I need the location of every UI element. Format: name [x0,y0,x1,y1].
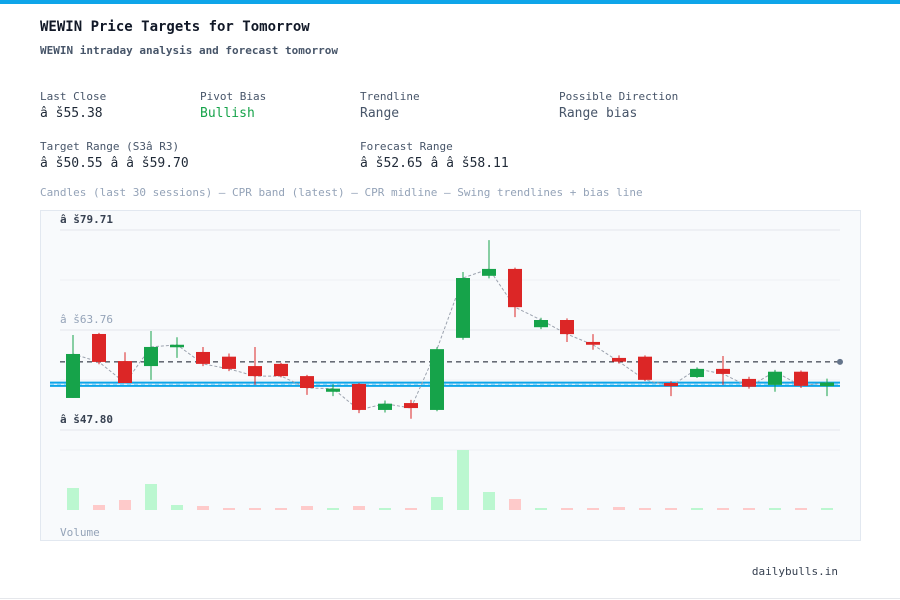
volume-bar [691,508,703,510]
stat-value: Range [360,106,400,121]
title: WEWIN Price Targets for Tomorrow [40,19,310,35]
stat-label: Target Range (S3â R3) [40,140,180,153]
candle-body [352,383,366,410]
stat-label: Pivot Bias [200,90,267,103]
candle-body [586,341,600,345]
volume-bar [67,488,79,510]
volume-bar [535,508,547,510]
stat-label: Possible Direction [559,90,679,103]
volume-bar [587,508,599,510]
y-tick-label: â š63.76 [60,313,113,326]
volume-bar [717,508,729,510]
candle-body [430,349,444,410]
volume-bar [639,508,651,510]
bottom-border [0,598,900,599]
stat-value: Bullish [200,106,255,121]
volume-bar [249,508,261,510]
candle-body [612,357,626,362]
stat-value: â š50.55 â â š59.70 [40,156,189,171]
caption: Candles (last 30 sessions) – CPR band (l… [40,186,643,199]
stat-value: Range bias [559,106,638,121]
volume-bar [613,507,625,510]
volume-bar [509,499,521,510]
stat-value: â š55.38 [40,106,103,121]
volume-bar [171,505,183,510]
y-tick-label: â š47.80 [60,413,113,426]
candle-body [664,382,678,387]
volume-bar [379,508,391,510]
candle-body [248,366,262,377]
volume-bar [327,508,339,510]
volume-bar [145,484,157,510]
volume-bar [301,506,313,510]
footer: dailybulls.in [751,565,838,578]
chart-panel [40,210,861,541]
candle-body [378,403,392,410]
volume-bar [795,508,807,510]
candle-body [508,268,522,308]
top-bar [0,0,900,4]
candle-body [794,371,808,386]
candle-body [716,368,730,374]
candle-body [118,361,132,383]
volume-bar [197,506,209,510]
stat-label: Last Close [40,90,107,103]
chart: â š47.80 â š63.76 â š79.71 Volume [40,210,861,541]
volume-bar [561,508,573,510]
volume-bar [275,508,287,510]
volume-bar [743,508,755,510]
close-line [72,268,828,411]
candle-body [768,371,782,385]
candle-body [66,353,80,398]
candle-body [300,376,314,389]
volume-bar [821,508,833,510]
candle-body [482,268,496,276]
bias-dot [837,358,843,365]
subtitle: WEWIN intraday analysis and forecast tom… [40,44,339,57]
candle-body [92,333,106,362]
candle-body [326,388,340,392]
volume-bar [457,450,469,510]
candle-body [274,363,288,377]
candle-body [638,356,652,380]
candle-body [820,382,834,387]
candle-body [534,320,548,328]
volume-label: Volume [60,526,100,539]
volume-bar [665,508,677,510]
stat-label: Trendline [360,90,420,103]
candle-body [560,320,574,335]
volume-bar [483,492,495,510]
candle-body [404,403,418,409]
candle-body [170,344,184,348]
volume-bar [93,505,105,510]
candle-body [690,368,704,378]
volume-bar [119,500,131,510]
candle-body [144,346,158,367]
candle-body [196,351,210,364]
y-tick-label: â š79.71 [60,213,113,226]
volume-bar [769,508,781,510]
volume-bar [223,508,235,510]
volume-bar [353,506,365,510]
candle-body [456,278,470,338]
volume-bar [405,508,417,510]
candle-body [222,356,236,369]
stat-value: â š52.65 â â š58.11 [360,156,509,171]
stat-label: Forecast Range [360,140,453,153]
volume-bar [431,497,443,510]
candle-body [742,378,756,387]
